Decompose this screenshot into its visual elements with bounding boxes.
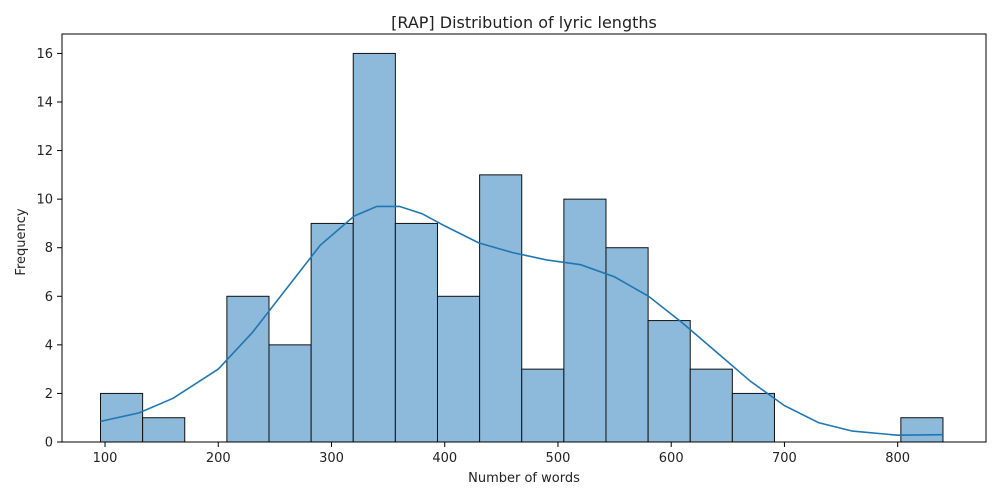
histogram-bar-6 [352,52,396,443]
histogram-bar-13 [647,320,691,443]
y-tick-label: 2 [45,387,53,402]
histogram-bar-1 [142,417,186,443]
histogram-bar-15 [731,392,775,443]
chart-title: [RAP] Distribution of lyric lengths [391,13,657,32]
x-tick-label: 200 [206,451,231,466]
y-axis-label: Frequency [14,208,29,275]
y-tick-label: 8 [45,241,53,256]
histogram-bar-19 [900,417,944,443]
histogram-bar-5 [310,222,354,443]
axes-group: 100 200 300 400 500 600 700 800 0 2 4 6 8 10 12 14 16 [36,33,987,466]
y-tick-label: 6 [45,290,53,305]
x-tick-label: 600 [659,451,684,466]
histogram-bar-12 [605,247,649,443]
histogram-bar-11 [563,198,607,443]
x-axis-label: Number of words [468,471,580,486]
y-tick-label: 10 [36,193,53,208]
y-tick-label: 12 [36,144,53,159]
histogram-bar-4 [268,344,312,443]
histogram-bar-10 [521,368,565,443]
y-tick-label: 14 [36,96,53,111]
x-tick-label: 700 [772,451,797,466]
y-tick-label: 16 [36,47,53,62]
histogram-bar-0 [100,392,144,443]
plot-frame [61,33,987,443]
x-tick-label: 300 [319,451,344,466]
x-tick-label: 500 [546,451,571,466]
bars-group [100,52,944,443]
x-tick-label: 100 [93,451,118,466]
histogram-bar-8 [436,295,481,443]
y-tick-label: 0 [45,436,53,451]
x-tick-label: 800 [885,451,910,466]
histogram-bar-9 [479,174,523,443]
x-tick-label: 400 [432,451,457,466]
y-tick-label: 4 [45,338,53,353]
histogram-bar-14 [689,368,733,443]
kde-line [100,205,944,437]
histogram-bar-7 [394,222,438,443]
